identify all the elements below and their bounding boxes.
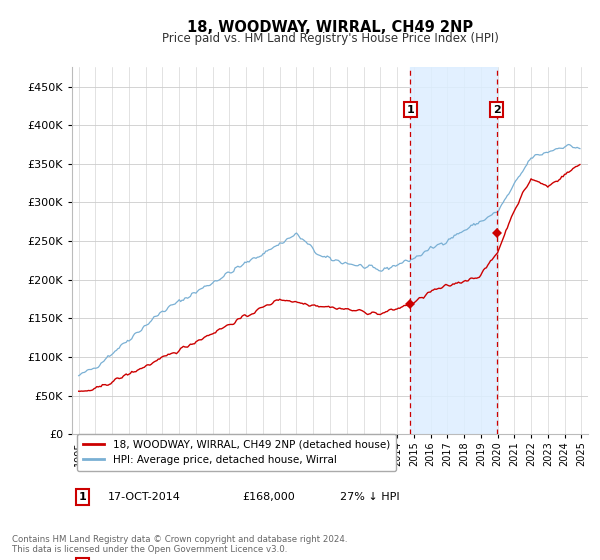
Legend: 18, WOODWAY, WIRRAL, CH49 2NP (detached house), HPI: Average price, detached hou: 18, WOODWAY, WIRRAL, CH49 2NP (detached … bbox=[77, 433, 396, 472]
Text: 1: 1 bbox=[79, 492, 86, 502]
Text: 18, WOODWAY, WIRRAL, CH49 2NP: 18, WOODWAY, WIRRAL, CH49 2NP bbox=[187, 20, 473, 35]
Text: 17-OCT-2014: 17-OCT-2014 bbox=[108, 492, 181, 502]
Text: £168,000: £168,000 bbox=[242, 492, 295, 502]
Text: Contains HM Land Registry data © Crown copyright and database right 2024.
This d: Contains HM Land Registry data © Crown c… bbox=[12, 535, 347, 554]
Text: 1: 1 bbox=[406, 105, 414, 115]
Bar bbox=[410, 67, 497, 434]
Text: 27% ↓ HPI: 27% ↓ HPI bbox=[340, 492, 400, 502]
Text: 2: 2 bbox=[493, 105, 500, 115]
Text: Price paid vs. HM Land Registry's House Price Index (HPI): Price paid vs. HM Land Registry's House … bbox=[161, 32, 499, 45]
